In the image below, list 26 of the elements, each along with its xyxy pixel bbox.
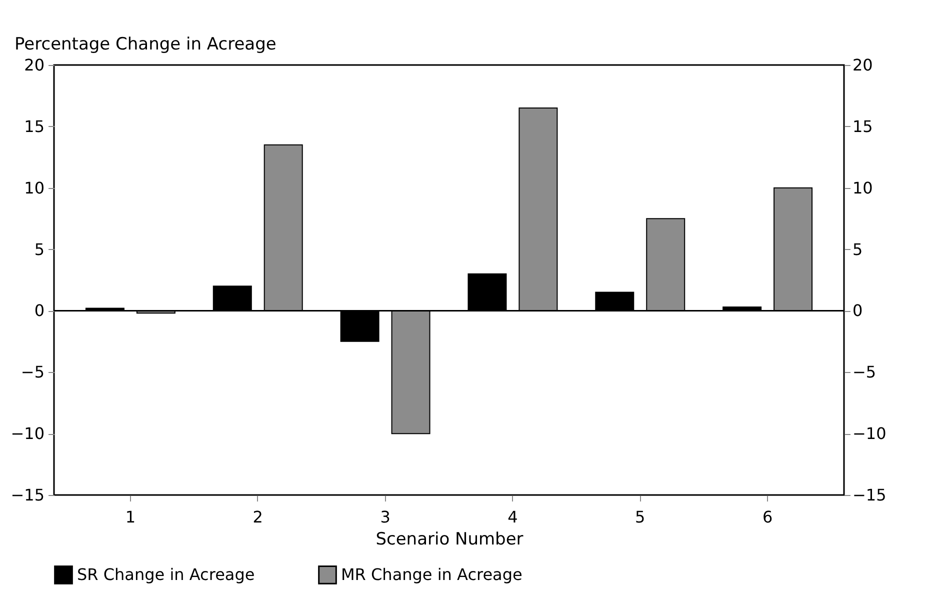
y2-tick-label: 5 [852, 240, 863, 259]
y2-tick-label: 20 [852, 56, 873, 74]
y2-tick-label: 0 [852, 301, 863, 320]
x-tick-label: 6 [762, 508, 773, 526]
x-tick-label: 1 [125, 508, 136, 526]
y-tick-label: 0 [34, 301, 44, 320]
y-tick-label: −5 [20, 362, 44, 382]
legend-label: MR Change in Acreage [341, 564, 522, 584]
y2-tick-label: 15 [852, 116, 873, 136]
legend-label: SR Change in Acreage [77, 564, 255, 584]
y-tick-label: 5 [34, 240, 44, 259]
y2-tick-label: 10 [852, 178, 873, 198]
y-tick-label: 10 [24, 178, 44, 198]
y-tick-label: 20 [24, 56, 44, 74]
x-tick-label: 5 [635, 508, 646, 526]
x-tick-label: 3 [380, 508, 390, 526]
x-axis-title: Scenario Number [376, 530, 524, 550]
y-tick-label: 15 [24, 116, 44, 136]
y2-tick-label: −5 [852, 362, 876, 382]
x-tick-label: 4 [508, 508, 518, 526]
y-axis-title: Percentage Change in Acreage [14, 34, 276, 54]
y2-tick-label: −10 [852, 424, 886, 444]
x-tick-label: 2 [252, 508, 263, 526]
y-tick-label: −15 [10, 486, 44, 504]
y-tick-label: −10 [10, 424, 44, 444]
y2-tick-label: −15 [852, 486, 886, 504]
